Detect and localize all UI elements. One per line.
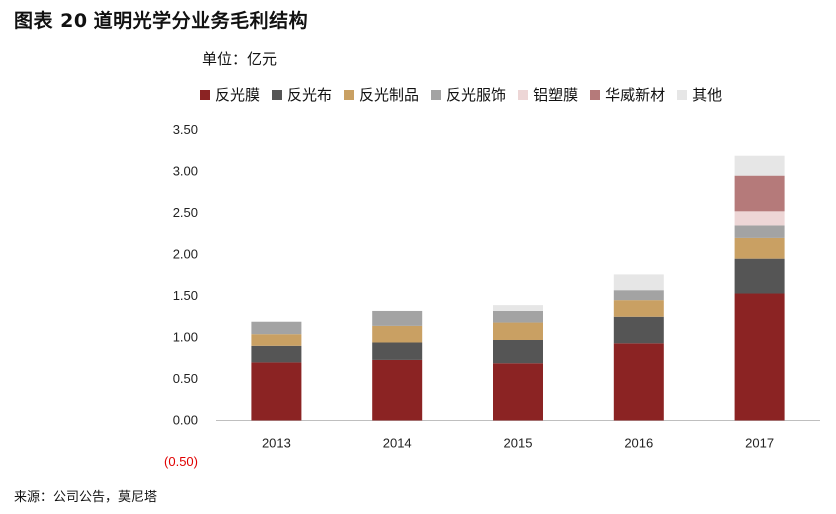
bar-segment (251, 345, 302, 363)
y-tick-label: 3.50 (173, 122, 198, 137)
unit-label: 单位：亿元 (202, 50, 278, 68)
bar-segment (613, 343, 664, 421)
y-tick-label: (0.50) (164, 454, 198, 469)
bar-segment (734, 211, 785, 226)
figure-title: 道明光学分业务毛利结构 (93, 10, 309, 32)
legend-swatch (431, 89, 442, 100)
legend-label: 反光布 (287, 86, 333, 104)
legend-swatch (590, 89, 601, 100)
legend-label: 铝塑膜 (533, 86, 579, 104)
legend-item: 反光膜 (200, 84, 260, 105)
y-tick-label: 0.50 (173, 371, 198, 386)
bar-segment (734, 237, 785, 259)
bar-segment (613, 290, 664, 301)
legend-item: 华威新材 (590, 84, 665, 105)
x-tick-label: 2015 (504, 436, 533, 451)
bar-segment (734, 293, 785, 421)
legend-swatch (200, 89, 210, 100)
legend-label: 反光膜 (215, 86, 261, 104)
source-note: 来源：公司公告，莫尼塔 (14, 490, 158, 505)
bar-segment (251, 334, 302, 346)
bar-segment (493, 305, 543, 311)
legend-item: 反光制品 (344, 84, 419, 105)
bar-segment (372, 310, 423, 326)
bar-segment (613, 274, 664, 291)
bar-segment (613, 300, 664, 317)
bar-segment (613, 316, 664, 344)
bar-segment (372, 359, 423, 421)
legend-item: 铝塑膜 (518, 84, 578, 105)
bar-segment (734, 175, 785, 212)
legend-swatch (518, 89, 529, 100)
legend-item: 其他 (677, 84, 722, 105)
legend-swatch (272, 89, 283, 100)
x-tick-label: 2014 (383, 436, 412, 451)
legend-label: 其他 (692, 86, 723, 104)
y-tick-label: 1.00 (173, 330, 198, 345)
y-tick-label: 3.00 (173, 164, 198, 179)
bar-segment (251, 321, 302, 335)
legend-item: 反光布 (272, 84, 332, 105)
bar-segment (372, 325, 423, 343)
y-tick-label: 1.50 (173, 288, 198, 303)
bar-segment (734, 155, 785, 176)
bar-segment (734, 258, 785, 294)
x-tick-label: 2013 (262, 436, 291, 451)
legend-item: 反光服饰 (431, 84, 506, 105)
legend-swatch (344, 89, 355, 100)
figure-number: 图表 20 (14, 10, 88, 32)
bar-segment (493, 363, 543, 421)
y-tick-label: 0.00 (173, 413, 198, 428)
bar-segment (251, 362, 302, 421)
bar-segment (734, 225, 785, 238)
legend-swatch (677, 89, 688, 100)
bar-segment (493, 339, 543, 364)
bar-segment (372, 342, 423, 360)
chart-title: 图表 20 道明光学分业务毛利结构 (14, 6, 314, 33)
legend-label: 反光制品 (359, 86, 420, 104)
x-tick-label: 2017 (745, 436, 774, 451)
legend-label: 华威新材 (605, 86, 666, 104)
bar-segment (493, 310, 543, 323)
legend: 反光膜 反光布 反光制品 反光服饰 铝塑膜 华威新材 其他 (200, 84, 734, 105)
bar-segment (493, 322, 543, 340)
y-tick-label: 2.00 (173, 247, 198, 262)
x-tick-label: 2016 (624, 436, 653, 451)
legend-label: 反光服饰 (446, 86, 507, 104)
y-tick-label: 2.50 (173, 205, 198, 220)
